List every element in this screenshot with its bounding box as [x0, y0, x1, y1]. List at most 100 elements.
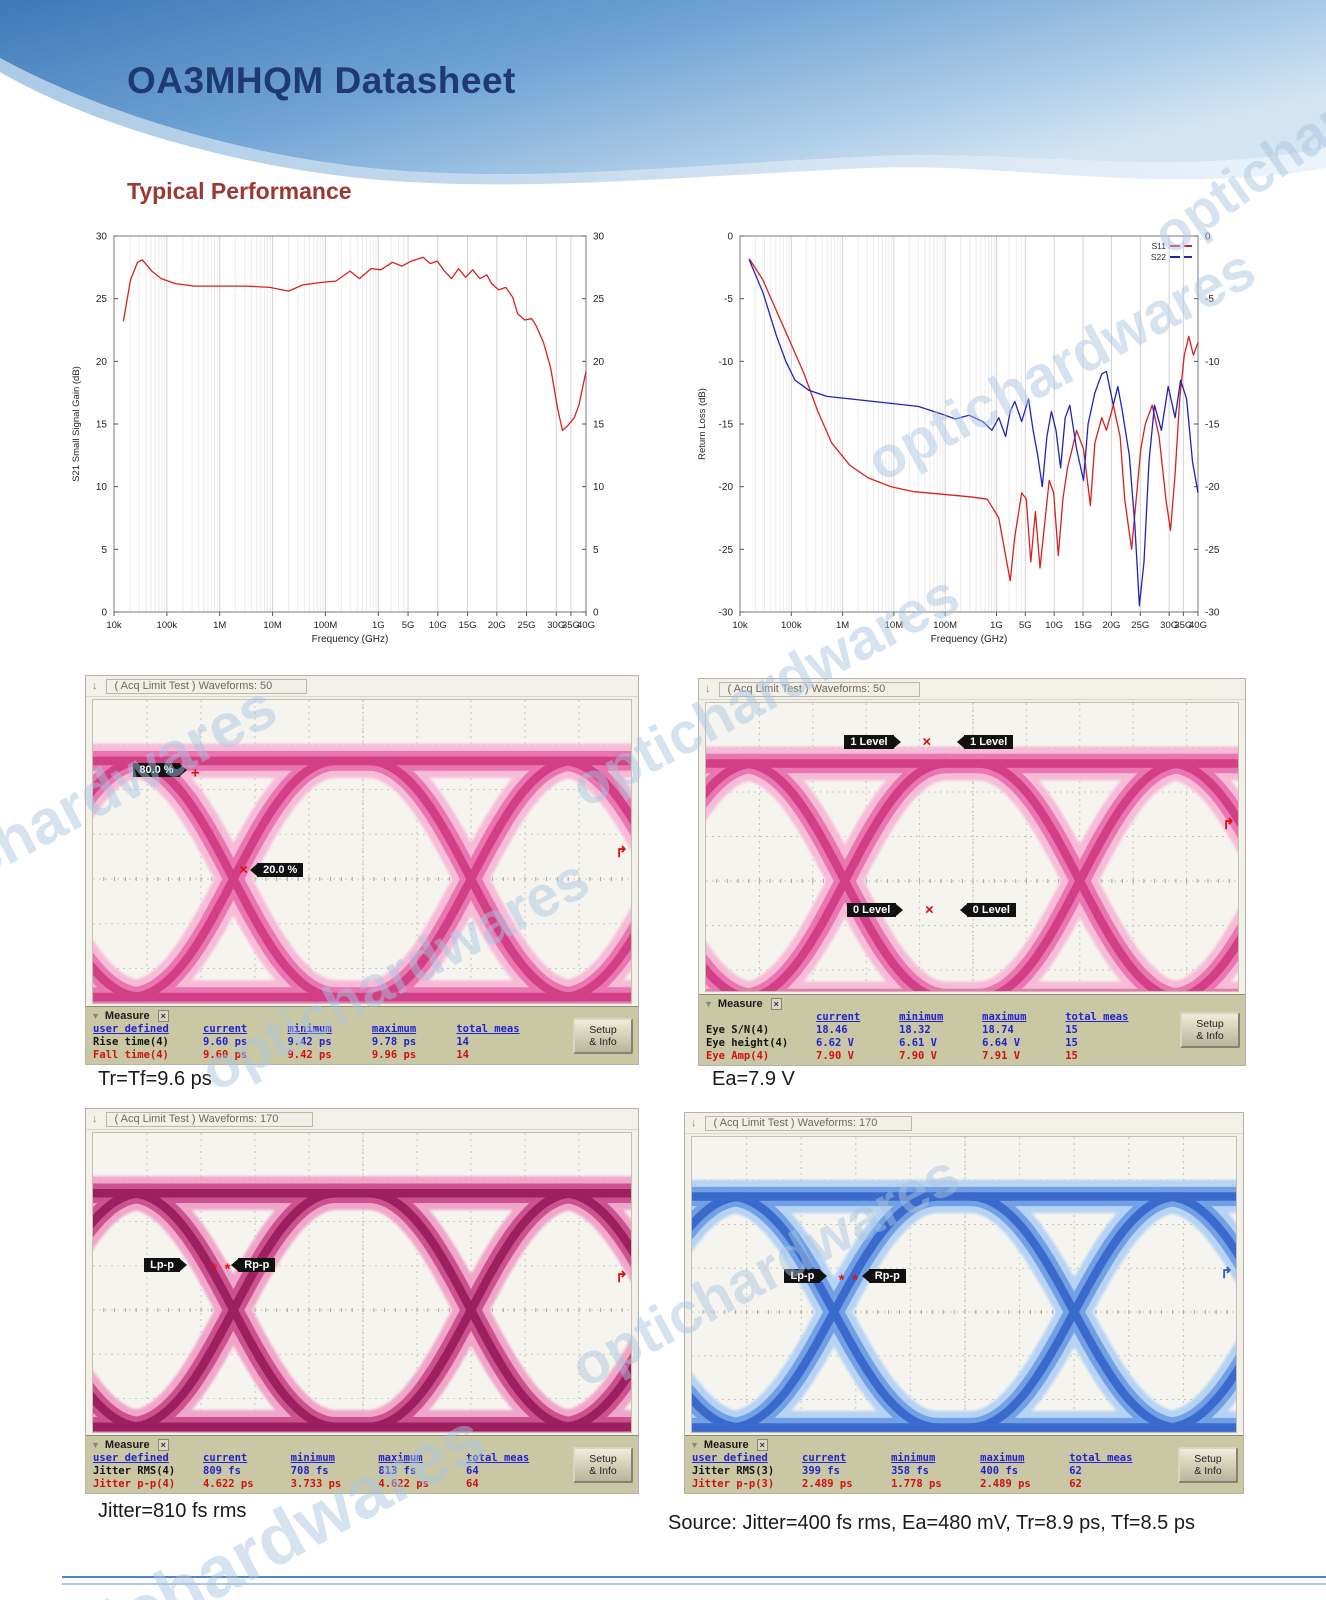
measure-value: 3.733 ps [290, 1478, 342, 1490]
measure-value: 15 [1065, 1050, 1078, 1062]
collapse-triangle-icon[interactable]: ▼ [704, 999, 713, 1009]
setup-info-button[interactable]: Setup & Info [1178, 1446, 1238, 1483]
level-callout: 80.0 % [133, 762, 187, 777]
svg-text:Frequency (GHz): Frequency (GHz) [312, 634, 389, 645]
section-title: Typical Performance [127, 178, 352, 204]
measure-col-header: maximum [982, 1011, 1027, 1023]
svg-text:Return Loss (dB): Return Loss (dB) [697, 388, 708, 460]
measure-row: Jitter RMS(3) 399 fs 358 fs 400 fs 62 [690, 1465, 1177, 1478]
measure-value: 6.64 V [982, 1037, 1021, 1049]
svg-text:-20: -20 [719, 482, 734, 493]
measure-row: Eye height(4) 6.62 V 6.61 V 6.64 V 15 [704, 1037, 1179, 1050]
down-arrow-icon: ↓ [92, 1113, 98, 1125]
svg-text:35G: 35G [562, 620, 580, 631]
svg-text:1G: 1G [990, 620, 1003, 631]
svg-text:20G: 20G [488, 620, 506, 631]
measure-value: 4.622 ps [203, 1478, 254, 1490]
measure-tab[interactable]: ▼ Measure × [91, 1009, 572, 1023]
measure-table: user defined current minimum maximum total m… [690, 1452, 1177, 1491]
collapse-triangle-icon[interactable]: ▼ [690, 1440, 699, 1450]
measure-col-header: current [203, 1023, 248, 1035]
measure-col-header: total meas [1069, 1452, 1133, 1464]
measure-row: Eye S/N(4) 18.46 18.32 18.74 15 [704, 1024, 1179, 1037]
collapse-triangle-icon[interactable]: ▼ [91, 1440, 100, 1450]
setup-info-button[interactable]: Setup & Info [573, 1017, 633, 1054]
measure-table: user defined current minimum maximum total m… [91, 1452, 572, 1491]
measure-value: 6.62 V [816, 1037, 854, 1049]
header-wave-banner [0, 0, 1326, 185]
measure-value: 813 fs [378, 1465, 417, 1477]
level-callout: Lp-p [144, 1257, 187, 1272]
footer-divider [62, 1576, 1326, 1585]
measure-col-header: minimum [287, 1023, 332, 1035]
measure-corner-header: user defined [93, 1023, 169, 1035]
trigger-cursor-icon[interactable]: ↱ [615, 1268, 628, 1286]
measure-value: 7.90 V [816, 1050, 854, 1062]
cursor-marker-icon: + [190, 764, 200, 782]
svg-text:-30: -30 [1205, 608, 1220, 619]
close-icon[interactable]: × [770, 998, 782, 1010]
close-icon[interactable]: × [157, 1439, 169, 1451]
measure-value: 15 [1065, 1024, 1078, 1036]
trigger-cursor-icon[interactable]: ↱ [1220, 1264, 1233, 1282]
close-icon[interactable]: × [756, 1439, 768, 1451]
svg-text:5: 5 [101, 545, 107, 556]
measure-tab[interactable]: ▼ Measure × [91, 1438, 572, 1452]
measure-col-header: current [203, 1452, 248, 1464]
level-callout: 1 Level [956, 734, 1014, 749]
cursor-marker-icon: * [211, 1260, 217, 1278]
svg-text:20: 20 [96, 357, 108, 368]
close-icon[interactable]: × [157, 1010, 169, 1022]
down-arrow-icon: ↓ [705, 683, 711, 695]
svg-text:20: 20 [593, 357, 605, 368]
svg-text:25: 25 [96, 294, 108, 305]
measure-row-label: Rise time(4) [93, 1036, 169, 1048]
trigger-cursor-icon[interactable]: ↱ [615, 843, 628, 861]
svg-text:30G: 30G [547, 620, 565, 631]
svg-text:10: 10 [593, 482, 605, 493]
measure-tab[interactable]: ▼ Measure × [704, 997, 1179, 1011]
measure-value: 9.78 ps [371, 1036, 417, 1048]
measure-col-header: minimum [290, 1452, 335, 1464]
measure-value: 7.90 V [899, 1050, 938, 1062]
measure-row-label: Jitter RMS(3) [692, 1465, 775, 1477]
svg-text:25G: 25G [1131, 620, 1149, 631]
caption-eye-amplitude: Ea=7.9 V [712, 1068, 795, 1090]
scope-header-text: ( Acq Limit Test ) Waveforms: 50 [718, 681, 921, 697]
setup-info-button[interactable]: Setup & Info [1180, 1012, 1240, 1048]
scope-header: ↓ ( Acq Limit Test ) Waveforms: 170 [685, 1113, 1243, 1134]
svg-text:30G: 30G [1160, 620, 1178, 631]
measure-row-label: Eye height(4) [706, 1037, 789, 1049]
svg-text:-25: -25 [719, 545, 734, 556]
svg-text:-20: -20 [1205, 482, 1220, 493]
svg-text:-10: -10 [719, 357, 734, 368]
measure-col-header: current [802, 1452, 847, 1464]
measure-value: 9.42 ps [287, 1049, 332, 1061]
measure-corner-header: user defined [692, 1452, 768, 1464]
trigger-cursor-icon[interactable]: ↱ [1222, 815, 1235, 833]
scope-jitter-output: ↓ ( Acq Limit Test ) Waveforms: 170 Lp-p… [85, 1108, 639, 1494]
measure-col-header: maximum [378, 1452, 423, 1464]
measure-panel: ▼ Measure × user defined current minimum maxim… [86, 1006, 638, 1064]
measure-value: 15 [1065, 1037, 1078, 1049]
svg-text:0: 0 [101, 608, 107, 619]
scope-eye-amplitude: ↓ ( Acq Limit Test ) Waveforms: 50 1 Lev… [698, 678, 1246, 1066]
eye-diagram-screen: Lp-p Rp-p * * ↱ [691, 1136, 1237, 1433]
measure-value: 18.46 [816, 1024, 848, 1036]
scope-header-text: ( Acq Limit Test ) Waveforms: 170 [704, 1115, 913, 1131]
svg-text:35G: 35G [1174, 620, 1192, 631]
svg-text:5G: 5G [1019, 620, 1032, 631]
measure-value: 358 fs [891, 1465, 930, 1477]
svg-text:0: 0 [727, 232, 733, 243]
collapse-triangle-icon[interactable]: ▼ [91, 1011, 100, 1021]
scope-jitter-source: ↓ ( Acq Limit Test ) Waveforms: 170 Lp-p… [684, 1112, 1244, 1494]
measure-tab[interactable]: ▼ Measure × [690, 1438, 1177, 1452]
cursor-marker-icon: × [925, 901, 934, 919]
measure-panel: ▼ Measure × current minimum maximum total meas… [699, 994, 1245, 1065]
svg-text:20G: 20G [1102, 620, 1120, 631]
setup-info-button[interactable]: Setup & Info [573, 1446, 633, 1483]
scope-header: ↓ ( Acq Limit Test ) Waveforms: 50 [699, 679, 1245, 700]
down-arrow-icon: ↓ [691, 1117, 697, 1129]
measure-value: 6.61 V [899, 1037, 938, 1049]
svg-text:-5: -5 [1205, 294, 1214, 305]
